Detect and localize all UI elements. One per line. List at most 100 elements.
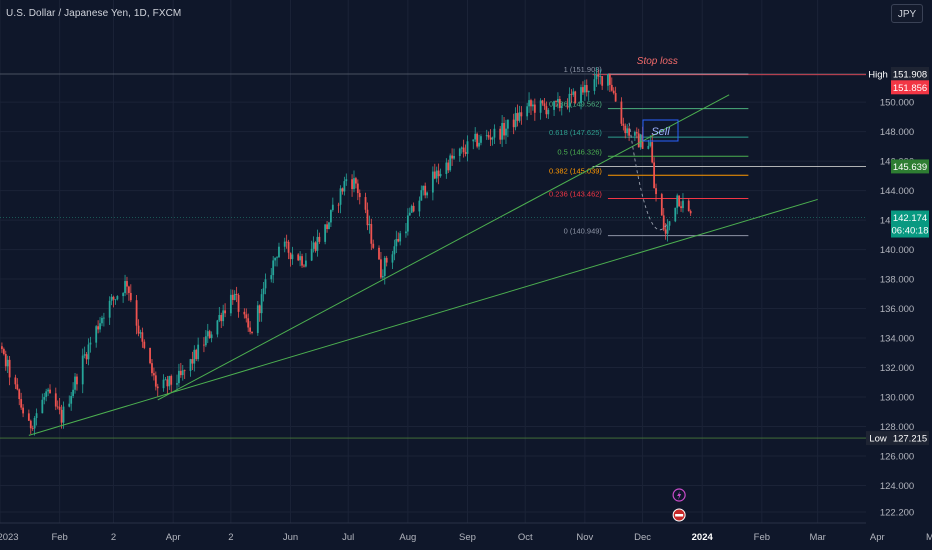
candle-body (203, 344, 205, 346)
candle-body (1, 346, 3, 350)
candle-body (176, 383, 178, 385)
candle-body (435, 170, 438, 179)
candle (272, 256, 275, 284)
currency-button[interactable]: JPY (891, 4, 923, 23)
candle-body (278, 246, 280, 258)
candle-body (466, 141, 469, 154)
candle (585, 79, 588, 97)
candle (574, 90, 577, 105)
trendlines (28, 94, 818, 436)
candle (399, 230, 402, 246)
candle (210, 331, 213, 343)
candle (216, 319, 219, 338)
high-axis-label: High (868, 70, 888, 81)
candle (285, 234, 288, 249)
candle-body (204, 336, 207, 346)
candle-body (464, 152, 467, 154)
candle-body (262, 288, 265, 295)
candle-body (520, 112, 523, 117)
candle-body (351, 179, 353, 190)
candle-body (587, 90, 590, 93)
candle-body (666, 225, 669, 234)
candle (151, 359, 153, 377)
candle-body (641, 134, 644, 149)
candle (54, 387, 57, 411)
candle-body (181, 370, 184, 376)
candle (676, 193, 679, 215)
candle (58, 397, 61, 415)
last-price-text: 142.174 (893, 213, 927, 224)
candle-body (439, 173, 442, 177)
candle (655, 183, 657, 202)
sell-label: Sell (651, 126, 670, 138)
candle-body (568, 93, 571, 108)
candle (139, 329, 142, 339)
candle (195, 348, 198, 362)
candle-body (283, 241, 286, 247)
stop-price-tag-text: 151.856 (893, 83, 927, 94)
candle-body (380, 259, 382, 278)
candle (114, 299, 117, 305)
candle (181, 364, 184, 381)
candle (651, 134, 654, 164)
candle-body (489, 137, 492, 140)
candle (235, 286, 238, 303)
symbol-title: U.S. Dollar / Japanese Yen, 1D, FXCM (6, 8, 182, 19)
candle-body (393, 246, 396, 255)
candle (206, 323, 209, 344)
candle-body (460, 147, 463, 149)
candle-body (378, 247, 380, 260)
candle-body (179, 370, 182, 376)
candle-body (95, 326, 98, 343)
candle-body (274, 257, 277, 261)
candle (56, 400, 59, 410)
candle (405, 223, 407, 238)
candle (310, 240, 313, 262)
candle (43, 392, 46, 405)
candle (424, 182, 427, 199)
candle (385, 255, 388, 267)
candle (541, 99, 544, 106)
candle (622, 117, 625, 131)
candle-body (620, 101, 623, 124)
candle (555, 100, 557, 108)
candle (412, 202, 415, 213)
candle (408, 207, 411, 216)
candle-body (337, 204, 340, 206)
candle-body (418, 200, 421, 212)
candle-body (682, 200, 684, 209)
candle (687, 198, 690, 212)
candle-body (647, 145, 650, 149)
candle-body (399, 233, 402, 242)
candle (337, 202, 340, 213)
candle-body (566, 106, 569, 108)
candle-body (189, 359, 192, 371)
candle-body (372, 243, 375, 248)
candle-body (412, 205, 415, 212)
candle-body (649, 142, 652, 146)
candle-body (608, 74, 611, 85)
candle-body (70, 396, 73, 404)
candle (20, 392, 23, 410)
candle-body (110, 296, 113, 301)
candle-body (312, 242, 315, 249)
candle-body (426, 192, 428, 196)
candle-body (628, 128, 631, 136)
candle (262, 281, 265, 302)
candle (301, 253, 303, 268)
candle-body (297, 254, 300, 261)
candle-body (258, 305, 261, 314)
candle (127, 285, 130, 301)
candle-body (102, 317, 105, 319)
candle (530, 98, 532, 116)
candle-body (453, 155, 455, 159)
stop-price-tag: 151.856 (891, 80, 929, 95)
candle-body (539, 100, 542, 113)
candle (8, 355, 11, 386)
candle (447, 159, 450, 174)
candle (95, 325, 98, 348)
candle-body (122, 293, 125, 297)
candle-body (45, 391, 48, 397)
candle (110, 293, 113, 306)
